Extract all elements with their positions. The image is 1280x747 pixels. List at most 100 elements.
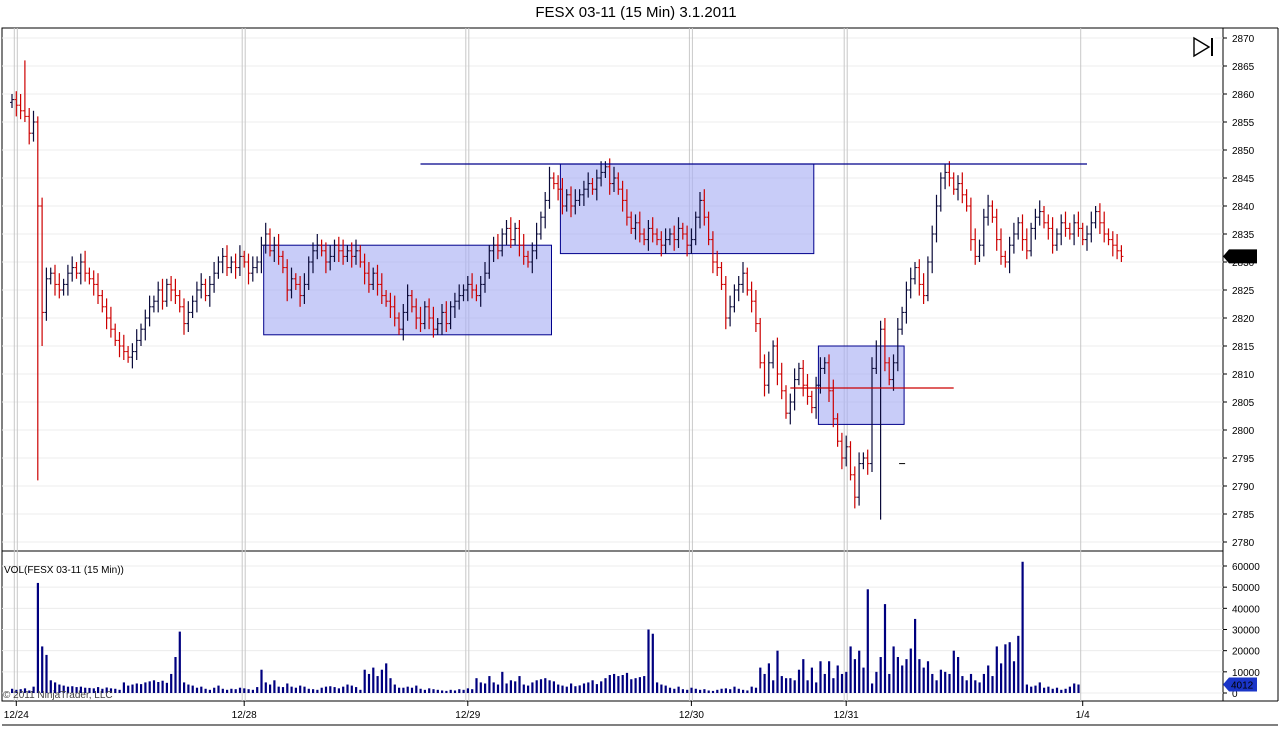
volume-bar bbox=[565, 686, 568, 693]
volume-bar bbox=[776, 650, 779, 693]
price-axis-tick-label: 2790 bbox=[1232, 482, 1255, 493]
volume-bar bbox=[957, 657, 960, 693]
volume-bar bbox=[19, 689, 22, 693]
volume-bar bbox=[200, 686, 203, 693]
volume-bar bbox=[428, 688, 431, 693]
volume-bar bbox=[135, 683, 138, 693]
volume-bar bbox=[681, 689, 684, 693]
volume-bar bbox=[1008, 642, 1011, 693]
time-axis-tick-label: 12/31 bbox=[834, 710, 859, 721]
volume-bar bbox=[88, 687, 91, 693]
volume-bar bbox=[987, 665, 990, 693]
volume-bar bbox=[883, 604, 887, 693]
volume-bar bbox=[217, 685, 220, 693]
volume-bar bbox=[432, 689, 435, 693]
volume-bar bbox=[273, 680, 276, 693]
volume-bar bbox=[638, 677, 641, 693]
volume-bar bbox=[737, 688, 740, 693]
volume-bar bbox=[1043, 687, 1046, 693]
volume-bar bbox=[557, 684, 560, 693]
volume-bar bbox=[509, 680, 512, 693]
volume-bar bbox=[256, 687, 259, 693]
volume-bar bbox=[109, 688, 113, 693]
price-axis-tick-label: 2845 bbox=[1232, 174, 1255, 185]
volume-bar bbox=[574, 686, 577, 693]
volume-bar bbox=[376, 676, 379, 693]
volume-bar bbox=[221, 688, 224, 693]
volume-bar bbox=[733, 686, 736, 693]
volume-bar bbox=[866, 589, 869, 693]
time-axis-tick-label: 12/28 bbox=[232, 710, 257, 721]
volume-bar bbox=[535, 680, 538, 693]
volume-bar bbox=[144, 682, 147, 693]
volume-bar bbox=[522, 684, 525, 693]
volume-bar bbox=[208, 689, 211, 693]
volume-bar bbox=[342, 686, 345, 693]
skip-to-end-icon[interactable] bbox=[1193, 36, 1215, 58]
volume-bar bbox=[595, 684, 598, 693]
volume-bar bbox=[664, 685, 667, 693]
volume-bar bbox=[677, 686, 680, 693]
volume-bar bbox=[62, 685, 65, 693]
volume-bar bbox=[251, 689, 254, 693]
price-axis-tick-label: 2810 bbox=[1232, 370, 1255, 381]
volume-axis-tick-label: 20000 bbox=[1232, 647, 1260, 658]
volume-bar bbox=[539, 679, 543, 693]
volume-bar bbox=[303, 686, 306, 693]
volume-bar bbox=[1004, 644, 1007, 693]
volume-bar bbox=[974, 680, 977, 693]
volume-axis-tick-label: 50000 bbox=[1232, 583, 1260, 594]
chart-title: FESX 03-11 (15 Min) 3.1.2011 bbox=[535, 4, 737, 21]
volume-bar bbox=[436, 689, 439, 693]
volume-bar bbox=[926, 661, 930, 693]
volume-bar bbox=[281, 687, 285, 693]
volume-bar bbox=[888, 673, 891, 693]
volume-bar bbox=[441, 690, 444, 693]
volume-bar bbox=[97, 687, 100, 693]
price-axis-tick-label: 2840 bbox=[1232, 202, 1255, 213]
volume-bar bbox=[1038, 682, 1041, 693]
volume-bar bbox=[204, 688, 207, 693]
volume-bar bbox=[449, 689, 452, 693]
volume-bar bbox=[982, 673, 985, 693]
volume-bar bbox=[312, 689, 315, 693]
volume-bar bbox=[165, 682, 168, 693]
volume-bar bbox=[836, 665, 839, 693]
volume-bar bbox=[462, 689, 465, 693]
volume-bar bbox=[918, 659, 921, 693]
volume-bar bbox=[299, 685, 302, 693]
volume-bar bbox=[823, 673, 826, 693]
volume-bar bbox=[290, 686, 293, 693]
volume-bar bbox=[832, 678, 835, 693]
volume-bar bbox=[1000, 663, 1003, 693]
volume-bar bbox=[333, 687, 336, 693]
volume-bar bbox=[28, 690, 31, 693]
volume-bar bbox=[518, 676, 521, 693]
volume-bar bbox=[385, 663, 388, 693]
volume-bar bbox=[316, 689, 319, 693]
volume-bar bbox=[226, 689, 229, 693]
volume-bar bbox=[647, 629, 650, 693]
volume-bar bbox=[952, 650, 955, 693]
volume-bar bbox=[402, 687, 405, 693]
volume-bar bbox=[247, 689, 250, 693]
volume-bar bbox=[711, 690, 715, 693]
volume-bar bbox=[625, 672, 629, 693]
price-axis-tick-label: 2795 bbox=[1232, 454, 1255, 465]
volume-bar bbox=[802, 659, 805, 693]
volume-bar bbox=[105, 687, 108, 693]
volume-bar bbox=[1073, 683, 1076, 693]
volume-bar bbox=[922, 667, 925, 693]
price-axis-tick-label: 2815 bbox=[1232, 342, 1255, 353]
volume-bar bbox=[213, 687, 216, 693]
volume-bar bbox=[935, 680, 938, 693]
volume-bar bbox=[45, 654, 48, 693]
time-axis-tick-label: 1/4 bbox=[1076, 710, 1090, 721]
last-volume-marker: 4012 bbox=[1223, 677, 1257, 692]
volume-bar bbox=[380, 669, 383, 693]
volume-bar bbox=[544, 678, 547, 693]
volume-bar bbox=[410, 687, 414, 693]
price-axis-tick-label: 2825 bbox=[1232, 286, 1255, 297]
volume-bar bbox=[849, 646, 852, 693]
volume-bar bbox=[1012, 661, 1016, 693]
